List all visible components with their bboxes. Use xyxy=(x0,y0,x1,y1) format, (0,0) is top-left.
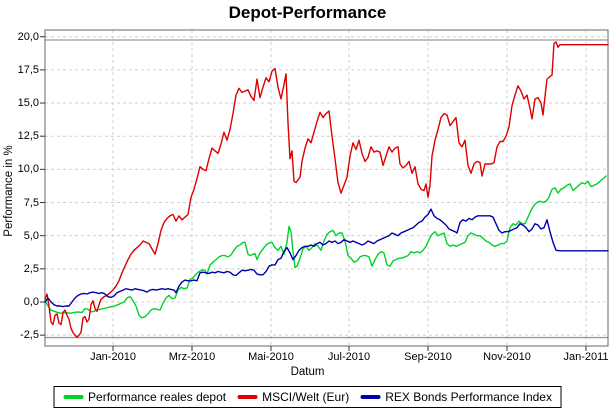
x-tick-label: Mrz-2010 xyxy=(168,351,216,363)
legend-swatch-icon xyxy=(237,395,258,399)
y-tick-label: 20,0 xyxy=(17,30,39,43)
legend: Performance reales depot MSCI/Welt (Eur) R… xyxy=(53,386,562,408)
plot-border xyxy=(44,29,609,347)
x-tick-label: Jan-2010 xyxy=(90,351,136,363)
y-tick-label: 10,0 xyxy=(17,163,39,176)
legend-swatch-icon xyxy=(63,395,84,399)
legend-item: REX Bonds Performance Index xyxy=(360,390,552,404)
x-tick-label: Sep-2010 xyxy=(404,351,452,363)
legend-label: MSCI/Welt (Eur) xyxy=(262,390,350,404)
x-tick-label: Jan-2011 xyxy=(563,351,609,363)
series-line-performance-reales-depot xyxy=(44,175,607,319)
y-tick-label: 2,5 xyxy=(23,262,39,275)
series-line-rex-bonds-performance-index xyxy=(44,208,609,308)
y-tick-label: 7,5 xyxy=(23,196,39,209)
y-tick-label: 17,5 xyxy=(17,63,39,76)
x-tick-label: Mai-2010 xyxy=(248,351,294,363)
x-axis-label: Datum xyxy=(290,366,325,378)
y-axis-label: Performance in % xyxy=(3,145,15,237)
x-tick-label: Jul-2010 xyxy=(327,351,371,363)
y-tick-label: 5,0 xyxy=(23,229,39,242)
legend-item: Performance reales depot xyxy=(63,390,226,404)
chart-title: Depot-Performance xyxy=(228,3,387,22)
legend-swatch-icon xyxy=(360,395,381,399)
y-tick-label: 15,0 xyxy=(17,97,39,110)
legend-label: REX Bonds Performance Index xyxy=(385,390,552,404)
legend-label: Performance reales depot xyxy=(88,390,227,404)
legend-item: MSCI/Welt (Eur) xyxy=(237,390,349,404)
y-tick-label: 12,5 xyxy=(17,130,39,143)
y-tick-label: -2,5 xyxy=(20,329,39,342)
y-tick-label: 0,0 xyxy=(23,296,39,308)
x-tick-label: Nov-2010 xyxy=(483,351,531,363)
series-line-msci-welt-eur- xyxy=(44,41,609,338)
